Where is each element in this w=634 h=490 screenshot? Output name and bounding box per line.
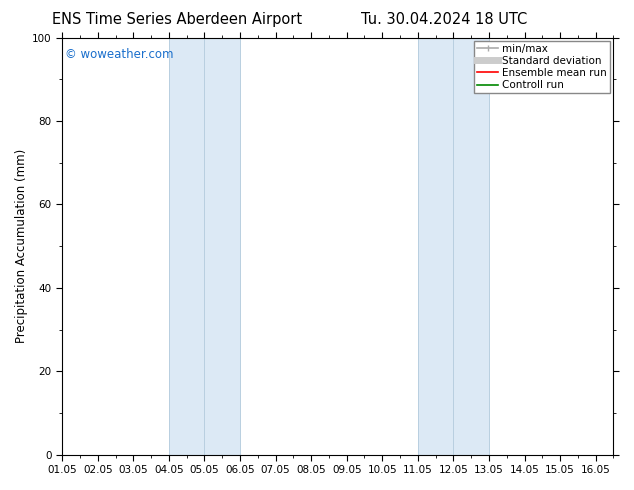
- Bar: [418, 38, 489, 455]
- Text: ENS Time Series Aberdeen Airport: ENS Time Series Aberdeen Airport: [53, 12, 302, 27]
- Text: Tu. 30.04.2024 18 UTC: Tu. 30.04.2024 18 UTC: [361, 12, 527, 27]
- Y-axis label: Precipitation Accumulation (mm): Precipitation Accumulation (mm): [15, 149, 28, 343]
- Bar: [169, 38, 240, 455]
- Text: © woweather.com: © woweather.com: [65, 48, 174, 61]
- Legend: min/max, Standard deviation, Ensemble mean run, Controll run: min/max, Standard deviation, Ensemble me…: [474, 41, 611, 93]
